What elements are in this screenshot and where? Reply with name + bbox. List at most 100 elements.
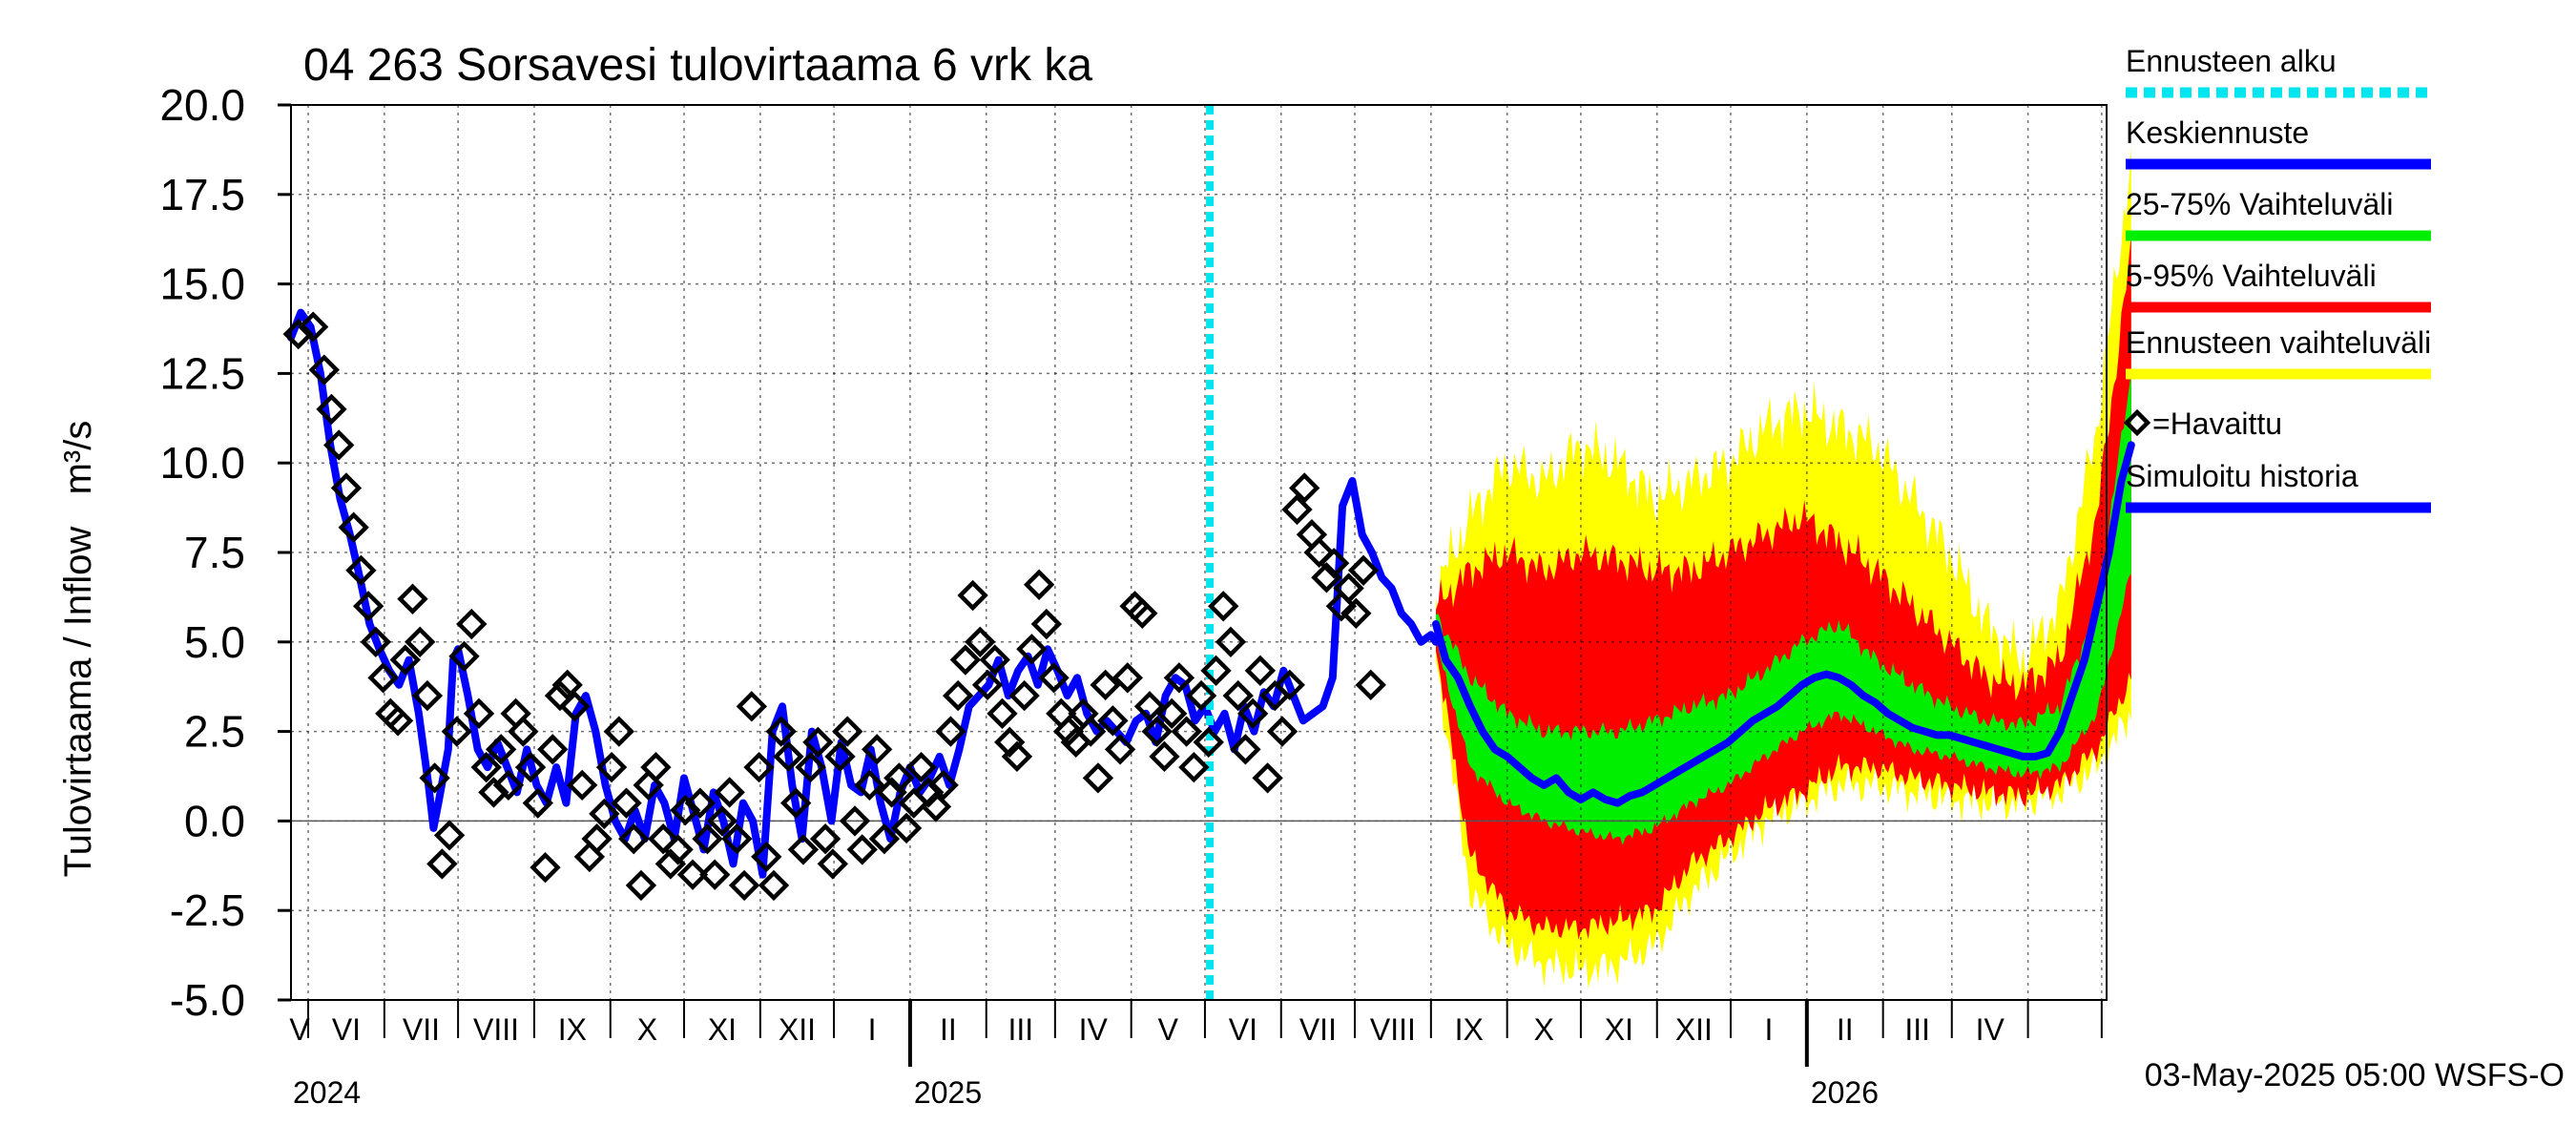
observed-point — [883, 762, 915, 794]
observed-point — [927, 769, 959, 802]
x-month-label: IX — [1455, 1012, 1484, 1047]
y-tick-label: 15.0 — [159, 260, 245, 309]
observed-point — [1289, 472, 1320, 504]
observed-point — [1133, 691, 1166, 722]
observed-point — [1347, 554, 1380, 586]
observed-point — [699, 859, 731, 890]
observed-point — [352, 591, 384, 622]
observed-point — [795, 751, 826, 783]
observed-point — [338, 511, 369, 543]
observed-point — [566, 769, 598, 802]
observed-point — [522, 787, 553, 819]
x-month-label: XI — [708, 1012, 737, 1047]
observed-point — [441, 716, 473, 747]
observed-point — [905, 751, 937, 783]
x-year-label: 2025 — [914, 1075, 982, 1110]
x-month-label: III — [1008, 1012, 1033, 1047]
observed-point — [1038, 662, 1070, 694]
observed-point — [463, 697, 495, 730]
observed-point — [773, 740, 804, 773]
observed-point — [1075, 716, 1107, 747]
observed-point — [987, 697, 1018, 730]
observed-point — [728, 869, 760, 902]
observed-point — [448, 640, 480, 672]
y-tick-label: 0.0 — [184, 796, 245, 845]
observed-point — [839, 805, 871, 837]
observed-point — [492, 769, 525, 802]
observed-point — [508, 716, 539, 747]
observed-point — [957, 579, 988, 612]
observed-point — [809, 822, 841, 855]
observed-point — [721, 822, 753, 855]
forecast-bands — [1436, 145, 2131, 989]
observed-point — [1244, 655, 1277, 686]
observed-point — [603, 716, 634, 747]
x-month-label: I — [1764, 1012, 1773, 1047]
x-month-label: II — [940, 1012, 957, 1047]
observed-point — [1008, 679, 1040, 712]
x-month-label: I — [868, 1012, 877, 1047]
observed-point — [1016, 634, 1048, 665]
x-month-label: VI — [1229, 1012, 1257, 1047]
observed-point — [1097, 705, 1129, 737]
x-month-label: X — [637, 1012, 657, 1047]
observed-point — [1023, 569, 1055, 600]
x-month-label: X — [1534, 1012, 1554, 1047]
observed-point — [640, 751, 672, 783]
observed-point — [485, 734, 517, 765]
y-tick-label: 10.0 — [159, 438, 245, 488]
observed-point — [854, 769, 885, 802]
observed-point — [1052, 716, 1085, 747]
observed-point — [714, 777, 745, 808]
observed-point — [1111, 662, 1144, 694]
observed-point — [1171, 716, 1202, 747]
observed-point — [419, 762, 450, 794]
footer-timestamp: 03-May-2025 05:00 WSFS-O — [2145, 1057, 2565, 1093]
observed-point — [1266, 716, 1298, 747]
observed-point — [1303, 536, 1335, 569]
band-25-75-vaihteluv-li — [1436, 373, 2131, 845]
observed-point — [676, 859, 709, 890]
legend-diamond-icon — [2123, 408, 2151, 437]
observed-point — [514, 751, 547, 783]
observed-point — [647, 822, 679, 855]
observed-point — [589, 798, 620, 830]
observed-point — [625, 869, 657, 902]
observed-point — [743, 751, 775, 783]
legend-label: Ennusteen vaihteluväli — [2126, 325, 2431, 360]
observed-point — [397, 583, 428, 614]
observed-point — [802, 726, 834, 759]
observed-point — [308, 354, 340, 385]
observed-point — [559, 691, 591, 722]
observed-point — [1178, 751, 1210, 783]
observed-point — [965, 626, 996, 657]
observed-point — [1155, 697, 1188, 730]
y-tick-label: 17.5 — [159, 170, 245, 219]
y-axis-label: Tulovirtaama / Inflow m³/s — [57, 421, 99, 878]
observed-point — [1082, 762, 1114, 794]
observed-point — [1355, 669, 1386, 701]
observed-point — [530, 851, 561, 884]
x-year-label: 2026 — [1811, 1075, 1879, 1110]
legend-label: Simuloitu historia — [2126, 459, 2358, 493]
observed-point — [433, 820, 466, 851]
observed-point — [751, 841, 782, 873]
observed-point — [426, 848, 458, 880]
observed-point — [920, 791, 952, 822]
observed-point — [611, 787, 642, 819]
y-tick-label: 20.0 — [159, 80, 245, 130]
observed-point — [456, 608, 488, 640]
observed-point — [662, 834, 694, 865]
observed-point — [787, 834, 820, 865]
y-tick-label: -5.0 — [170, 975, 245, 1025]
observed-point — [618, 822, 650, 855]
observed-point — [861, 734, 893, 765]
x-month-label: VIII — [473, 1012, 519, 1047]
observed-point — [1193, 726, 1224, 759]
observed-point — [1230, 734, 1261, 765]
chart-title: 04 263 Sorsavesi tulovirtaama 6 vrk ka — [303, 40, 1092, 91]
observed-point — [1141, 716, 1173, 747]
x-month-label: V — [289, 1012, 310, 1047]
observed-point — [736, 691, 768, 722]
observed-point — [824, 740, 856, 773]
